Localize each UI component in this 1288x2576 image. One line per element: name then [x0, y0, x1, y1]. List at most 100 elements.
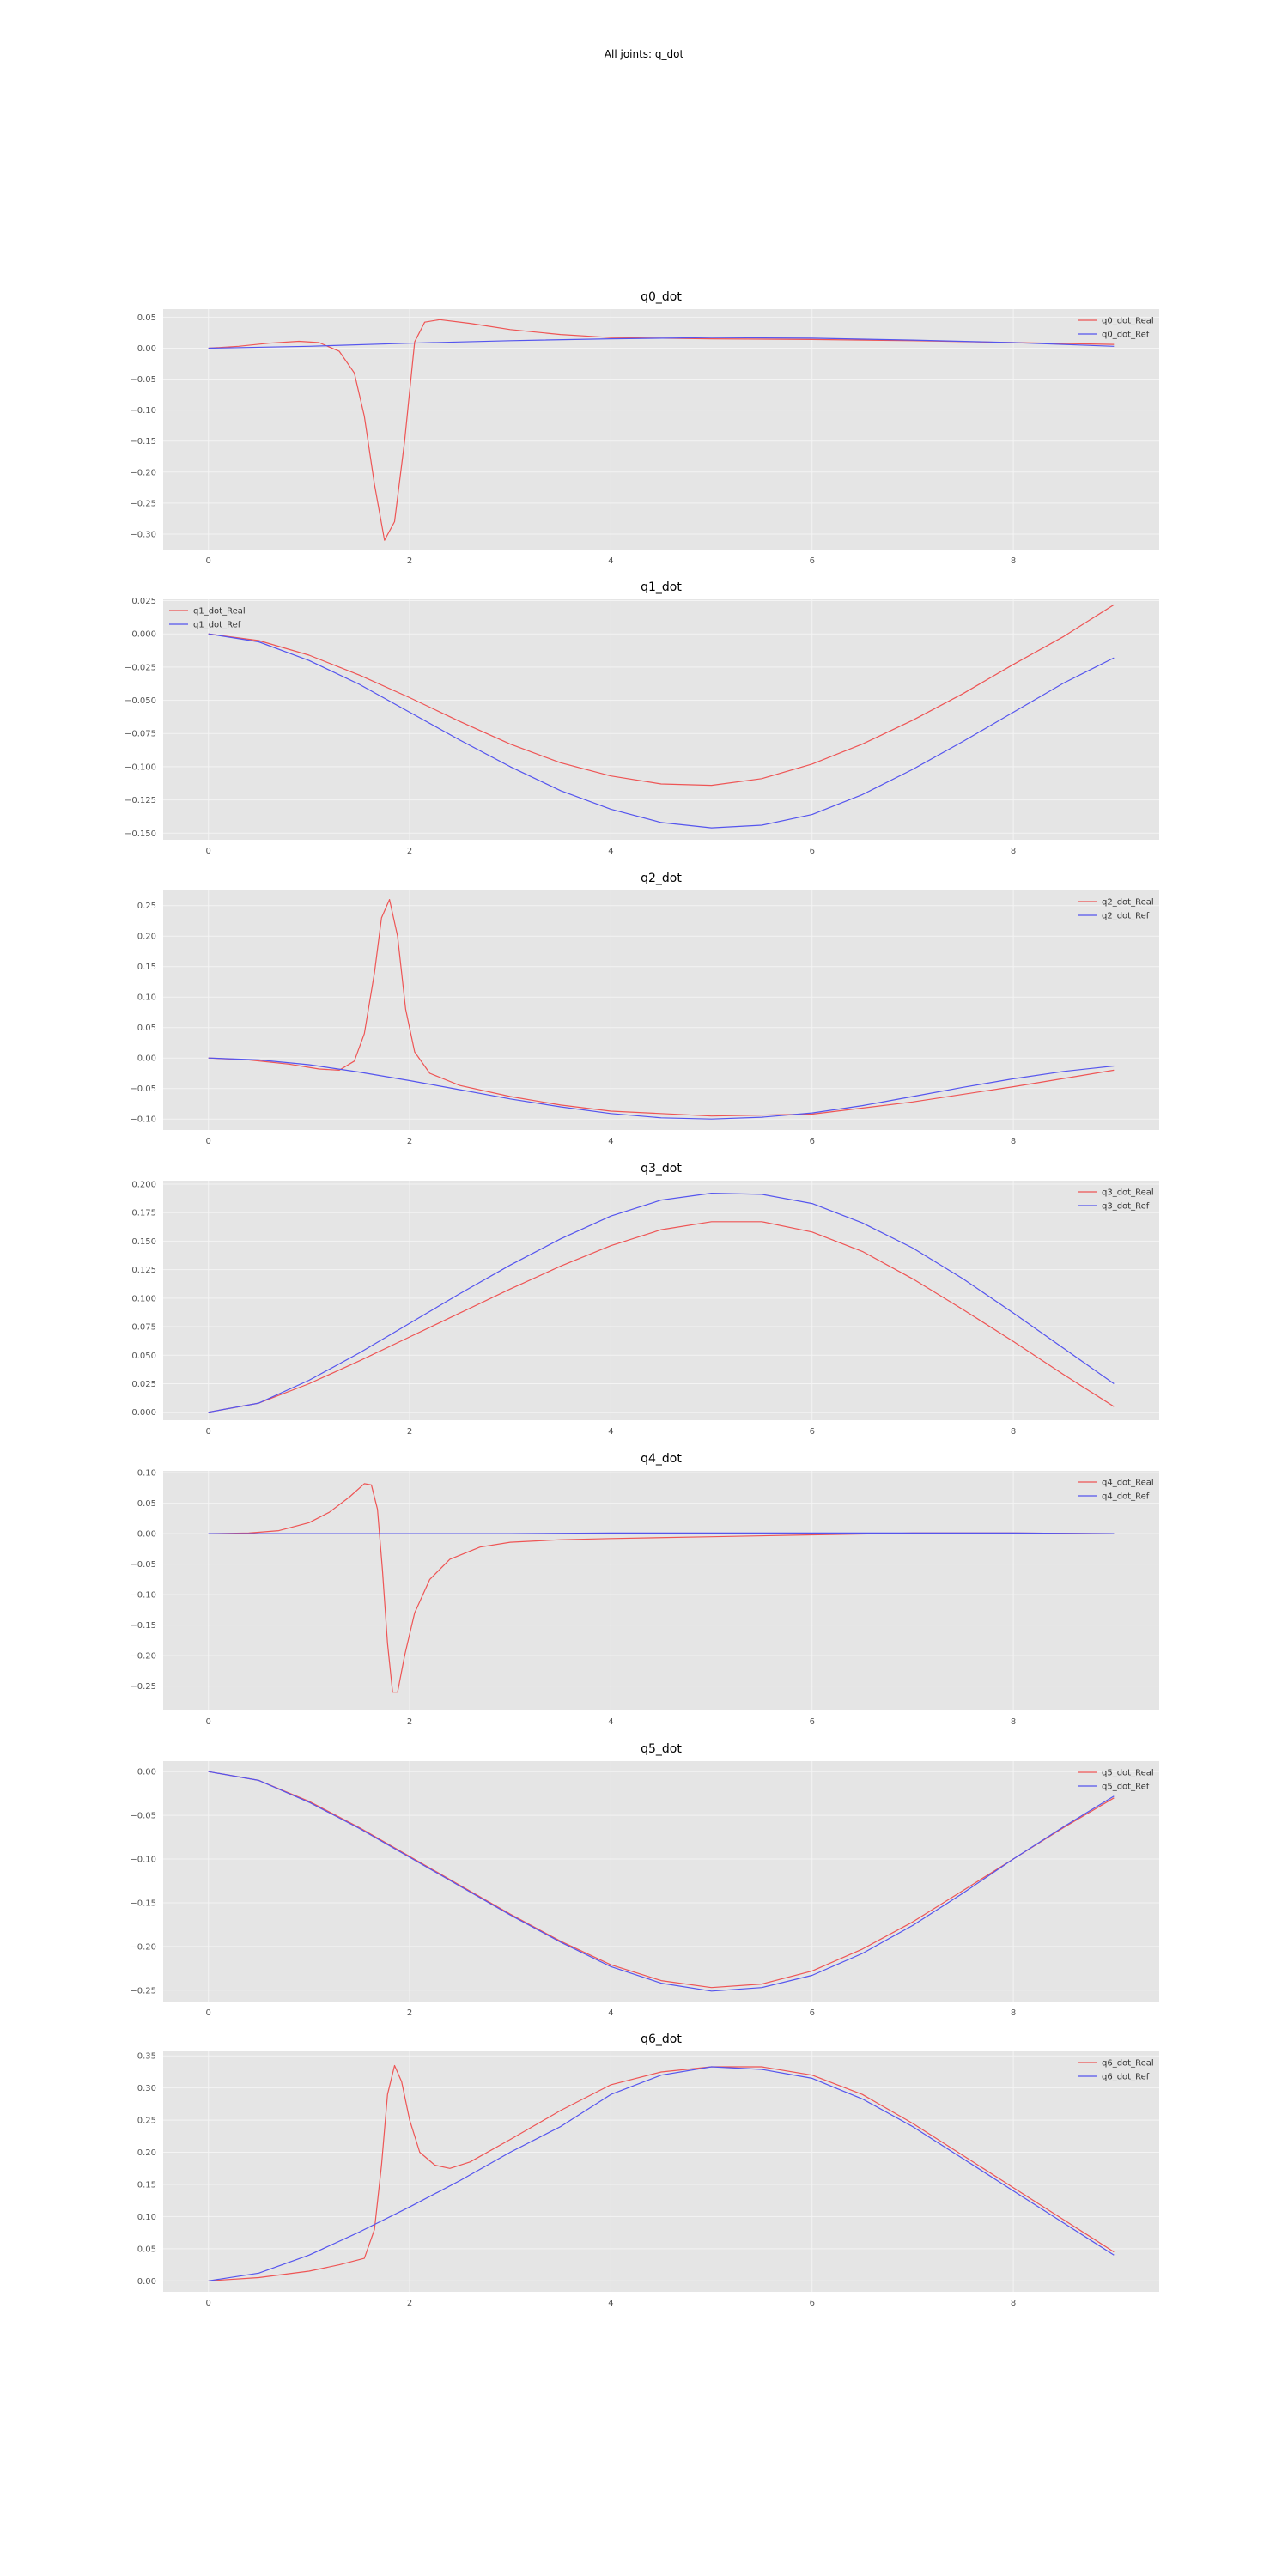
y-tick-label: 0.00 [137, 1768, 156, 1777]
legend-label: q0_dot_Ref [1102, 331, 1150, 340]
legend-label: q3_dot_Real [1102, 1188, 1154, 1198]
y-tick-label: 0.25 [137, 902, 156, 911]
chart-title: q2_dot [641, 872, 682, 885]
x-tick-label: 2 [407, 2299, 412, 2308]
x-tick-label: 6 [810, 556, 815, 566]
y-tick-label: −0.10 [130, 1591, 156, 1601]
chart-title: q1_dot [641, 580, 682, 594]
chart-q2_dot: q2_dot 0 2 4 6 8 0.25 0.20 0.15 0.10 0.05 0.00 −0.05… [130, 872, 1159, 1146]
y-tick-label: 0.025 [131, 1380, 156, 1389]
y-tick-label: −0.075 [125, 730, 156, 739]
y-tick-label: −0.20 [130, 1942, 156, 1952]
series-line-q5_dot_Ref [208, 1771, 1115, 1992]
y-tick-label: 0.00 [137, 344, 156, 354]
x-tick-label: 0 [206, 2299, 211, 2308]
chart-title: q4_dot [641, 1452, 682, 1466]
y-tick-label: −0.05 [130, 1812, 156, 1821]
series-line-q1_dot_Ref [208, 633, 1115, 829]
y-tick-label: −0.15 [130, 1899, 156, 1908]
y-tick-label: −0.20 [130, 468, 156, 477]
legend-label: q6_dot_Real [1102, 2059, 1154, 2069]
chart-q3_dot: q3_dot 0 2 4 6 8 0.200 0.175 0.150 0.125 0.100 0.07… [131, 1162, 1159, 1437]
y-tick-label: 0.150 [131, 1237, 156, 1247]
y-tick-label: −0.10 [130, 1115, 156, 1125]
plot-area [163, 890, 1159, 1130]
y-tick-label: 0.20 [137, 933, 156, 942]
chart-title: q6_dot [641, 2032, 682, 2046]
plot-area [163, 1761, 1159, 2002]
chart-q6_dot: q6_dot 0 2 4 6 8 0.35 0.30 0.25 0.20 0.15 0.10 0.05 0… [137, 2032, 1159, 2308]
x-tick-label: 0 [206, 556, 211, 566]
x-tick-label: 2 [407, 2008, 412, 2018]
x-tick-label: 2 [407, 1717, 412, 1727]
series-line-q6_dot_Ref [208, 2066, 1115, 2281]
y-tick-label: 0.05 [137, 2245, 156, 2254]
plot-area [163, 1471, 1159, 1710]
x-tick-label: 2 [407, 1137, 412, 1146]
y-tick-label: −0.05 [130, 375, 156, 385]
y-tick-label: −0.125 [125, 796, 156, 805]
x-tick-label: 4 [608, 1427, 613, 1437]
y-tick-label: 0.000 [131, 630, 156, 640]
y-tick-label: 0.15 [137, 963, 156, 972]
x-tick-label: 0 [206, 1427, 211, 1437]
x-tick-label: 8 [1011, 1427, 1016, 1437]
y-tick-label: 0.10 [137, 1469, 156, 1479]
y-tick-label: −0.05 [130, 1560, 156, 1570]
y-tick-label: 0.00 [137, 1530, 156, 1540]
x-tick-label: 4 [608, 1137, 613, 1146]
y-tick-label: −0.15 [130, 1621, 156, 1631]
series-line-q4_dot_Ref [208, 1532, 1115, 1534]
y-tick-label: −0.10 [130, 1856, 156, 1865]
x-tick-label: 8 [1011, 2299, 1016, 2308]
x-tick-label: 4 [608, 2008, 613, 2018]
x-tick-label: 6 [810, 2008, 815, 2018]
x-tick-label: 4 [608, 847, 613, 856]
x-tick-label: 4 [608, 2299, 613, 2308]
x-tick-label: 6 [810, 1717, 815, 1727]
y-tick-label: 0.025 [131, 597, 156, 606]
y-tick-label: 0.05 [137, 1499, 156, 1509]
y-tick-label: −0.100 [125, 762, 156, 772]
x-tick-label: 8 [1011, 556, 1016, 566]
series-line-q3_dot_Ref [208, 1193, 1115, 1413]
legend-label: q3_dot_Ref [1102, 1202, 1150, 1212]
x-tick-label: 8 [1011, 1717, 1016, 1727]
legend: q0_dot_Real q0_dot_Ref [1078, 317, 1154, 340]
legend: q6_dot_Real q6_dot_Ref [1078, 2059, 1154, 2082]
chart-title: q5_dot [641, 1742, 682, 1756]
y-tick-label: −0.30 [130, 530, 156, 539]
x-tick-label: 2 [407, 556, 412, 566]
legend: q1_dot_Real q1_dot_Ref [169, 607, 246, 630]
chart-q5_dot: q5_dot 0 2 4 6 8 0.00 −0.05 −0.10 −0.15 −0.20 −0.25… [130, 1742, 1159, 2018]
chart-q0_dot: q0_dot 0 2 4 6 8 0.05 0.00 −0.05 −0.10 −0.15 −0.20 −… [130, 290, 1159, 566]
legend-label: q5_dot_Real [1102, 1769, 1154, 1778]
y-tick-label: 0.25 [137, 2117, 156, 2126]
plot-area [163, 2051, 1159, 2292]
y-tick-label: 0.100 [131, 1294, 156, 1303]
x-tick-label: 4 [608, 1717, 613, 1727]
legend-label: q0_dot_Real [1102, 317, 1154, 326]
y-tick-label: 0.10 [137, 2213, 156, 2222]
legend-label: q2_dot_Ref [1102, 912, 1150, 921]
y-tick-label: −0.05 [130, 1084, 156, 1094]
y-tick-label: −0.025 [125, 663, 156, 672]
series-line-q4_dot_Real [208, 1483, 1115, 1693]
series-line-q5_dot_Real [208, 1771, 1115, 1989]
y-tick-label: −0.25 [130, 1986, 156, 1996]
y-tick-label: 0.125 [131, 1266, 156, 1275]
x-tick-label: 0 [206, 1717, 211, 1727]
chart-q4_dot: q4_dot 0 2 4 6 8 0.10 0.05 0.00 −0.05 −0.10 −0.15 −0… [130, 1452, 1159, 1727]
legend-label: q4_dot_Ref [1102, 1492, 1150, 1502]
x-tick-label: 6 [810, 2299, 815, 2308]
x-tick-label: 8 [1011, 847, 1016, 856]
legend-label: q1_dot_Real [193, 607, 246, 617]
y-tick-label: 0.200 [131, 1180, 156, 1189]
x-tick-label: 2 [407, 847, 412, 856]
y-tick-label: 0.05 [137, 1024, 156, 1033]
y-tick-label: −0.25 [130, 499, 156, 508]
figure-title: All joints: q_dot [604, 48, 684, 60]
series-line-q0_dot_Real [208, 319, 1115, 541]
legend: q2_dot_Real q2_dot_Ref [1078, 898, 1154, 921]
x-tick-label: 6 [810, 1137, 815, 1146]
